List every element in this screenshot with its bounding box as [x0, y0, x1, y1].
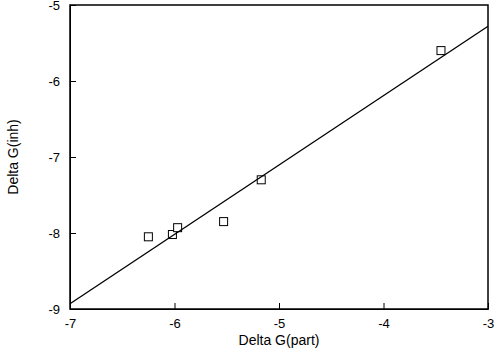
y-axis-title: Delta G(inh) — [5, 119, 21, 194]
x-tick-label: -7 — [65, 316, 77, 331]
x-tick-mark — [279, 303, 280, 309]
point — [144, 233, 152, 241]
y-tick-label: -6 — [48, 74, 60, 89]
y-tick-label: -8 — [48, 226, 60, 241]
x-tick-label: -3 — [483, 316, 495, 331]
plot: -7 -6 -5 -4 -3 -9 -8 -7 -6 -5 — [48, 0, 494, 331]
x-tick: -4 — [378, 303, 390, 331]
x-tick-label: -5 — [274, 316, 286, 331]
y-tick: -7 — [48, 150, 76, 165]
point — [220, 218, 228, 226]
y-tick: -6 — [48, 74, 76, 89]
y-tick: -5 — [48, 0, 76, 13]
y-tick-mark — [70, 233, 76, 234]
x-tick: -6 — [169, 303, 181, 331]
y-tick-mark — [70, 157, 76, 158]
y-axis: -9 -8 -7 -6 -5 — [48, 0, 76, 317]
x-axis-line — [71, 309, 489, 310]
y-tick-label: -7 — [48, 150, 60, 165]
x-tick-mark — [384, 303, 385, 309]
x-tick-mark — [175, 303, 176, 309]
y-tick-mark — [70, 309, 76, 310]
x-tick: -5 — [274, 303, 286, 331]
y-tick-mark — [70, 81, 76, 82]
marks — [70, 26, 488, 303]
x-axis: -7 -6 -5 -4 -3 — [65, 303, 495, 331]
y-tick: -8 — [48, 226, 76, 241]
fit-line — [70, 26, 488, 303]
y-tick: -9 — [48, 302, 76, 317]
y-tick-label: -5 — [48, 0, 60, 13]
point — [437, 47, 445, 55]
chart: -7-6-5-4-3-9-8-7-6-5Delta G(part)Delta G… — [0, 0, 500, 351]
y-tick-mark — [70, 5, 76, 6]
frame — [70, 5, 488, 309]
y-tick-label: -9 — [48, 302, 60, 317]
x-tick-mark — [488, 303, 489, 309]
x-tick: -3 — [483, 303, 495, 331]
x-axis-title: Delta G(part) — [239, 332, 320, 348]
x-tick-label: -4 — [378, 316, 390, 331]
x-tick-label: -6 — [169, 316, 181, 331]
